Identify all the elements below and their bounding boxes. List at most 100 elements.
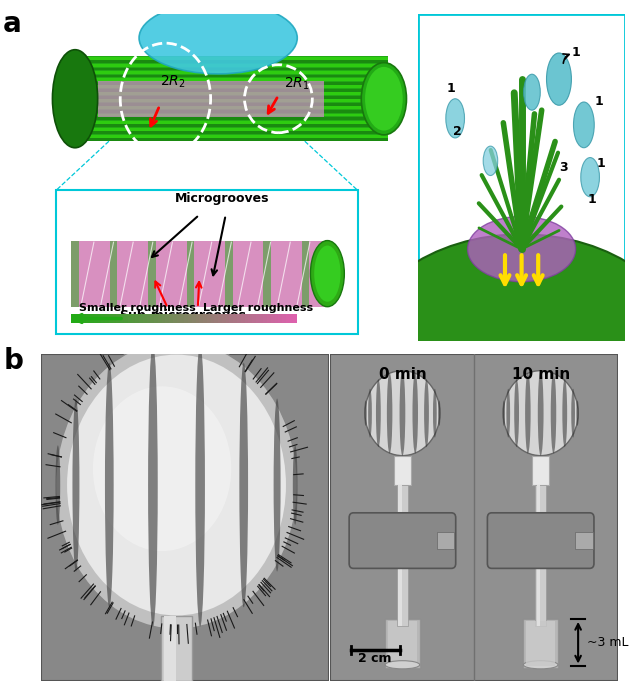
Bar — [233, 314, 237, 323]
Bar — [437, 533, 454, 549]
Ellipse shape — [56, 445, 60, 525]
FancyBboxPatch shape — [487, 513, 594, 568]
Bar — [109, 314, 113, 323]
Ellipse shape — [433, 389, 437, 438]
Bar — [173, 314, 177, 323]
Text: Larger roughness: Larger roughness — [203, 303, 313, 313]
Bar — [72, 74, 387, 78]
Bar — [101, 314, 105, 323]
Text: Smaller roughness: Smaller roughness — [79, 303, 196, 313]
Bar — [536, 485, 546, 625]
Bar — [72, 78, 387, 81]
Bar — [124, 314, 128, 323]
Bar — [72, 61, 387, 63]
Bar — [72, 128, 387, 131]
Ellipse shape — [514, 379, 519, 447]
Bar — [218, 314, 222, 323]
Ellipse shape — [53, 50, 97, 148]
Bar — [72, 241, 327, 307]
Ellipse shape — [483, 146, 498, 175]
Bar — [286, 314, 290, 323]
Ellipse shape — [546, 53, 572, 105]
Bar — [110, 241, 117, 307]
Bar — [263, 314, 267, 323]
Text: ~3 mL: ~3 mL — [587, 636, 629, 649]
Bar — [72, 82, 387, 85]
Bar — [72, 241, 79, 307]
Bar — [72, 135, 387, 138]
Bar — [90, 314, 94, 323]
Text: 1: 1 — [447, 82, 456, 95]
Bar — [275, 314, 279, 323]
Text: b: b — [3, 347, 23, 376]
Bar — [97, 80, 323, 117]
Ellipse shape — [148, 343, 158, 627]
Ellipse shape — [365, 371, 440, 455]
Bar — [241, 314, 244, 323]
Bar — [180, 314, 184, 323]
Bar — [128, 314, 132, 323]
Bar — [143, 314, 147, 323]
Bar — [537, 485, 540, 625]
Text: 1: 1 — [588, 193, 597, 206]
Bar — [72, 107, 387, 109]
Bar — [56, 190, 358, 334]
Bar — [161, 616, 192, 681]
Bar — [72, 114, 387, 116]
Bar — [237, 314, 241, 323]
Bar — [113, 314, 116, 323]
Ellipse shape — [195, 343, 205, 627]
Ellipse shape — [523, 660, 558, 669]
Bar — [184, 314, 188, 323]
Bar — [72, 131, 387, 134]
Bar — [211, 314, 215, 323]
Bar — [72, 71, 387, 74]
Bar — [72, 64, 387, 67]
Ellipse shape — [365, 400, 367, 426]
Ellipse shape — [239, 363, 248, 608]
Text: 3: 3 — [559, 160, 568, 173]
Bar — [188, 314, 192, 323]
Ellipse shape — [139, 2, 298, 74]
Text: $2R_1$: $2R_1$ — [284, 75, 310, 92]
Text: a: a — [3, 10, 22, 39]
Bar — [169, 314, 173, 323]
Ellipse shape — [446, 99, 465, 138]
Bar — [398, 485, 408, 625]
Bar — [72, 56, 387, 141]
Text: Microgrooves: Microgrooves — [175, 192, 269, 205]
Text: 1: 1 — [594, 95, 603, 108]
Bar — [244, 314, 248, 323]
Bar — [72, 85, 387, 88]
Ellipse shape — [67, 354, 286, 616]
Bar — [148, 241, 156, 307]
Bar — [294, 314, 298, 323]
Text: Sub-microgrooves: Sub-microgrooves — [119, 310, 246, 322]
Ellipse shape — [576, 400, 579, 426]
Bar — [252, 314, 256, 323]
Ellipse shape — [571, 389, 575, 438]
Ellipse shape — [562, 379, 567, 447]
Bar — [161, 314, 165, 323]
Bar — [165, 314, 169, 323]
Text: 2: 2 — [453, 125, 462, 138]
Bar — [94, 314, 97, 323]
Ellipse shape — [310, 241, 344, 307]
Ellipse shape — [523, 74, 541, 110]
Bar — [575, 533, 592, 549]
FancyBboxPatch shape — [349, 513, 456, 568]
Bar — [163, 616, 176, 681]
Ellipse shape — [551, 373, 556, 453]
Bar — [302, 241, 310, 307]
Ellipse shape — [356, 235, 633, 480]
Bar — [526, 621, 555, 667]
Bar — [97, 314, 101, 323]
Bar — [116, 314, 120, 323]
Bar — [222, 314, 226, 323]
Bar — [248, 314, 252, 323]
Text: $2R_2$: $2R_2$ — [160, 74, 186, 90]
Ellipse shape — [385, 660, 420, 669]
Ellipse shape — [413, 373, 418, 453]
Ellipse shape — [503, 371, 578, 455]
Bar — [132, 314, 135, 323]
